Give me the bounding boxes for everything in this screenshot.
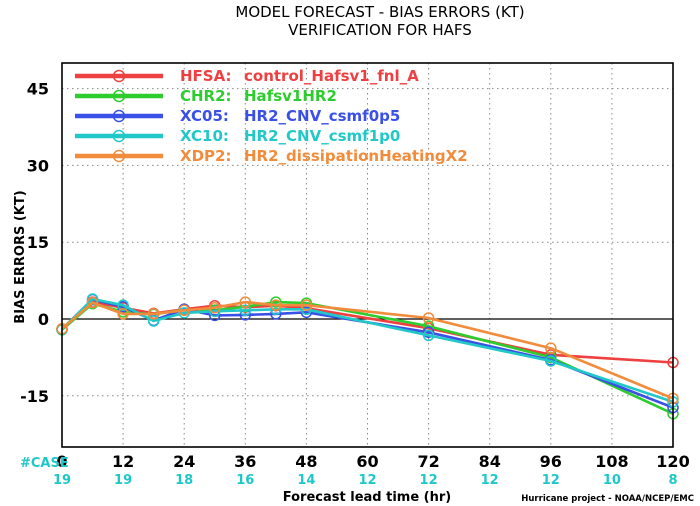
case-count: 12 <box>542 473 560 488</box>
case-count: 18 <box>175 473 193 488</box>
case-count: 14 <box>297 473 315 488</box>
legend-description: HR2_CNV_csmf0p5 <box>244 107 400 125</box>
data-point <box>300 299 313 311</box>
legend-marker <box>112 89 126 103</box>
y-tick-label: 30 <box>27 156 49 175</box>
x-tick-label: 84 <box>479 452 501 471</box>
legend-code: XC10: <box>180 127 229 145</box>
x-tick-label: 72 <box>417 452 439 471</box>
case-label: #CASE <box>20 456 69 471</box>
data-point <box>300 306 313 319</box>
data-point <box>86 296 99 309</box>
legend-code: XC05: <box>180 107 229 125</box>
x-tick-label: 96 <box>540 452 562 471</box>
grid <box>62 63 673 447</box>
legend-item: XC10: HR2_CNV_csmf1p0 <box>75 127 400 145</box>
x-tick-label: 24 <box>173 452 195 471</box>
legend: HFSA: control_Hafsv1_fnl_A CHR2: Hafsv1HR2 X… <box>75 67 468 165</box>
series-xc10 <box>56 293 679 408</box>
plot-frame <box>61 62 674 448</box>
x-tick-label: 48 <box>295 452 317 471</box>
data-point <box>178 304 190 317</box>
credit-text: Hurricane project - NOAA/NCEP/EMC <box>521 494 694 504</box>
y-tick-label: 45 <box>27 80 49 99</box>
case-count: 12 <box>420 473 438 488</box>
data-point <box>117 299 129 311</box>
data-point <box>239 296 252 308</box>
data-point <box>422 312 435 324</box>
data-point <box>147 315 160 327</box>
legend-description: HR2_CNV_csmf1p0 <box>244 127 400 145</box>
case-count: 19 <box>114 473 132 488</box>
legend-code: HFSA: <box>180 67 232 85</box>
y-tick-label: -15 <box>20 387 49 406</box>
data-point <box>422 326 435 339</box>
data-point <box>270 299 282 311</box>
case-counts: #CASE 19 19 18 16 14 12 12 12 12 10 8 <box>20 456 678 488</box>
x-tick-labels: 0 12 24 36 48 60 72 84 96 108 120 <box>56 452 689 471</box>
y-axis-label: BIAS ERRORS (KT) <box>13 190 28 323</box>
legend-description: Hafsv1HR2 <box>244 87 337 105</box>
legend-item: XC05: HR2_CNV_csmf0p5 <box>75 107 400 125</box>
legend-code: CHR2: <box>180 87 232 105</box>
x-tick-label: 108 <box>595 452 628 471</box>
data-point <box>270 296 282 308</box>
data-point <box>147 308 160 320</box>
y-tick-label: 0 <box>38 310 49 329</box>
case-count: 19 <box>53 473 71 488</box>
series-hfsa <box>56 296 679 369</box>
chart-title: MODEL FORECAST - BIAS ERRORS (KT) <box>235 3 524 21</box>
series-layer <box>56 293 679 420</box>
x-tick-label: 36 <box>234 452 256 471</box>
data-point <box>209 301 221 314</box>
x-tick-label: 120 <box>656 452 689 471</box>
legend-marker <box>112 69 126 83</box>
case-count: 8 <box>668 473 677 488</box>
y-tick-label: 15 <box>27 233 49 252</box>
data-point <box>117 308 129 320</box>
case-count: 10 <box>603 473 621 488</box>
legend-description: control_Hafsv1_fnl_A <box>244 67 419 85</box>
data-point <box>545 355 557 367</box>
y-tick-labels: 45 30 15 0 -15 <box>20 80 49 406</box>
case-count: 16 <box>236 473 254 488</box>
x-tick-label: 0 <box>56 452 67 471</box>
x-tick-label: 12 <box>112 452 134 471</box>
series-xdp2 <box>56 296 679 405</box>
legend-code: XDP2: <box>180 147 231 165</box>
legend-marker <box>112 109 126 123</box>
data-point <box>422 329 435 342</box>
x-axis-label: Forecast lead time (hr) <box>283 490 451 505</box>
case-count: 12 <box>358 473 376 488</box>
data-point <box>239 304 252 317</box>
x-tick-label: 60 <box>356 452 378 471</box>
legend-marker <box>112 149 126 163</box>
legend-item: HFSA: control_Hafsv1_fnl_A <box>75 67 419 85</box>
legend-item: XDP2: HR2_dissipationHeatingX2 <box>75 147 468 165</box>
data-point <box>209 305 221 318</box>
legend-item: CHR2: Hafsv1HR2 <box>75 87 337 105</box>
data-point <box>545 342 557 354</box>
case-count: 12 <box>481 473 499 488</box>
legend-description: HR2_dissipationHeatingX2 <box>244 147 468 165</box>
legend-marker <box>112 129 126 143</box>
chart-subtitle: VERIFICATION FOR HAFS <box>288 21 472 39</box>
